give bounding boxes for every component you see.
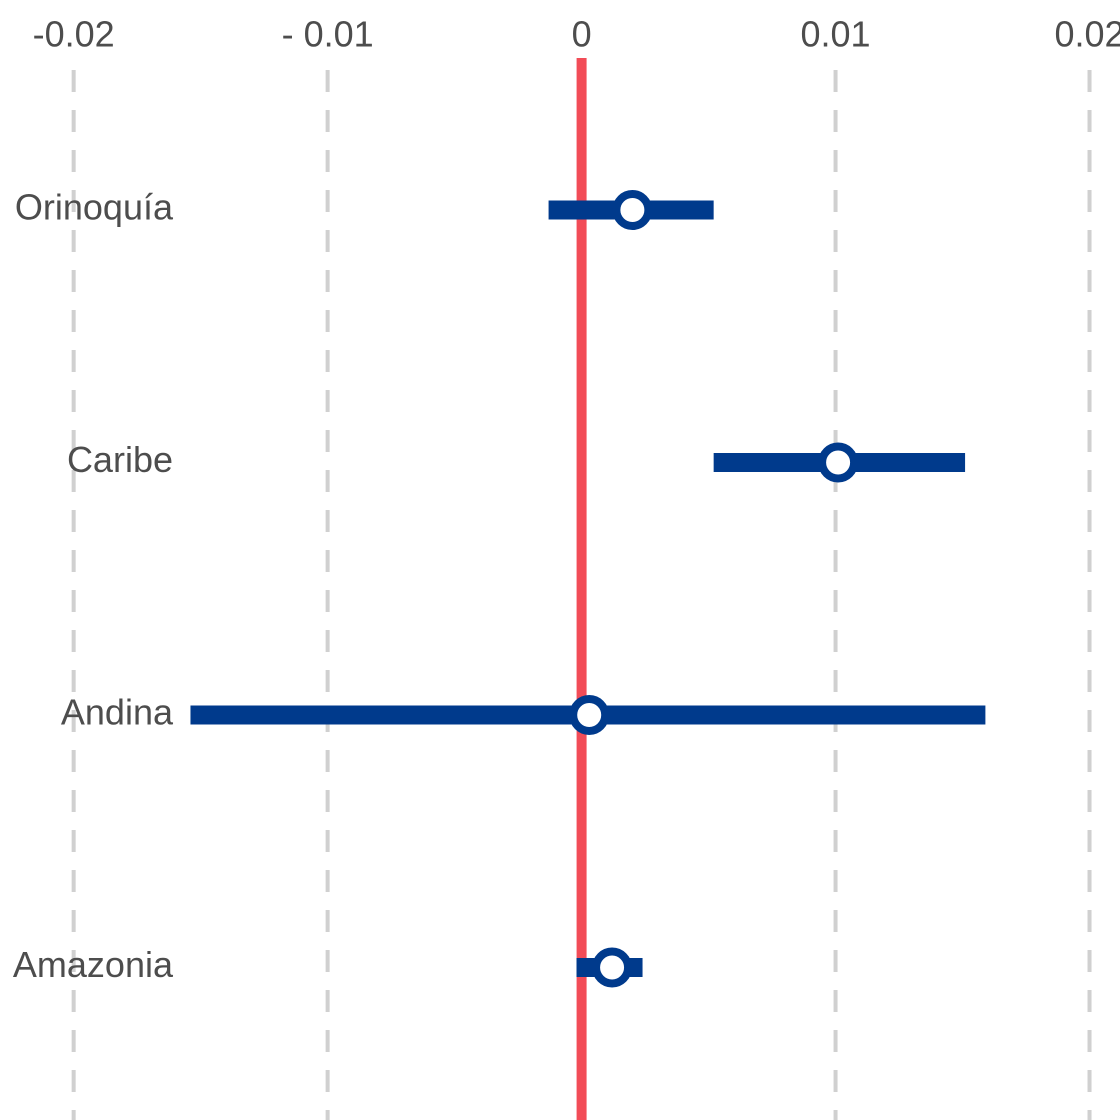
x-tick-label: 0.02: [1054, 14, 1120, 55]
category-label: Orinoquía: [15, 187, 174, 228]
category-label: Andina: [61, 692, 174, 733]
x-tick-label: - 0.01: [282, 14, 374, 55]
x-tick-label: -0.02: [33, 14, 115, 55]
x-tick-label: 0: [572, 14, 592, 55]
estimate-rows: [190, 190, 986, 988]
x-tick-label: 0.01: [801, 14, 871, 55]
category-label: Caribe: [67, 439, 173, 480]
point-estimate-marker: [569, 695, 610, 735]
category-label: Amazonia: [13, 944, 174, 985]
category-labels: Orinoquía Caribe Andina Amazonia: [13, 187, 174, 986]
x-axis-tick-labels: -0.02 - 0.01 0 0.01 0.02: [33, 14, 1120, 55]
point-estimate-marker: [612, 190, 653, 230]
point-estimate-marker: [818, 442, 859, 483]
point-estimate-marker: [592, 947, 633, 988]
